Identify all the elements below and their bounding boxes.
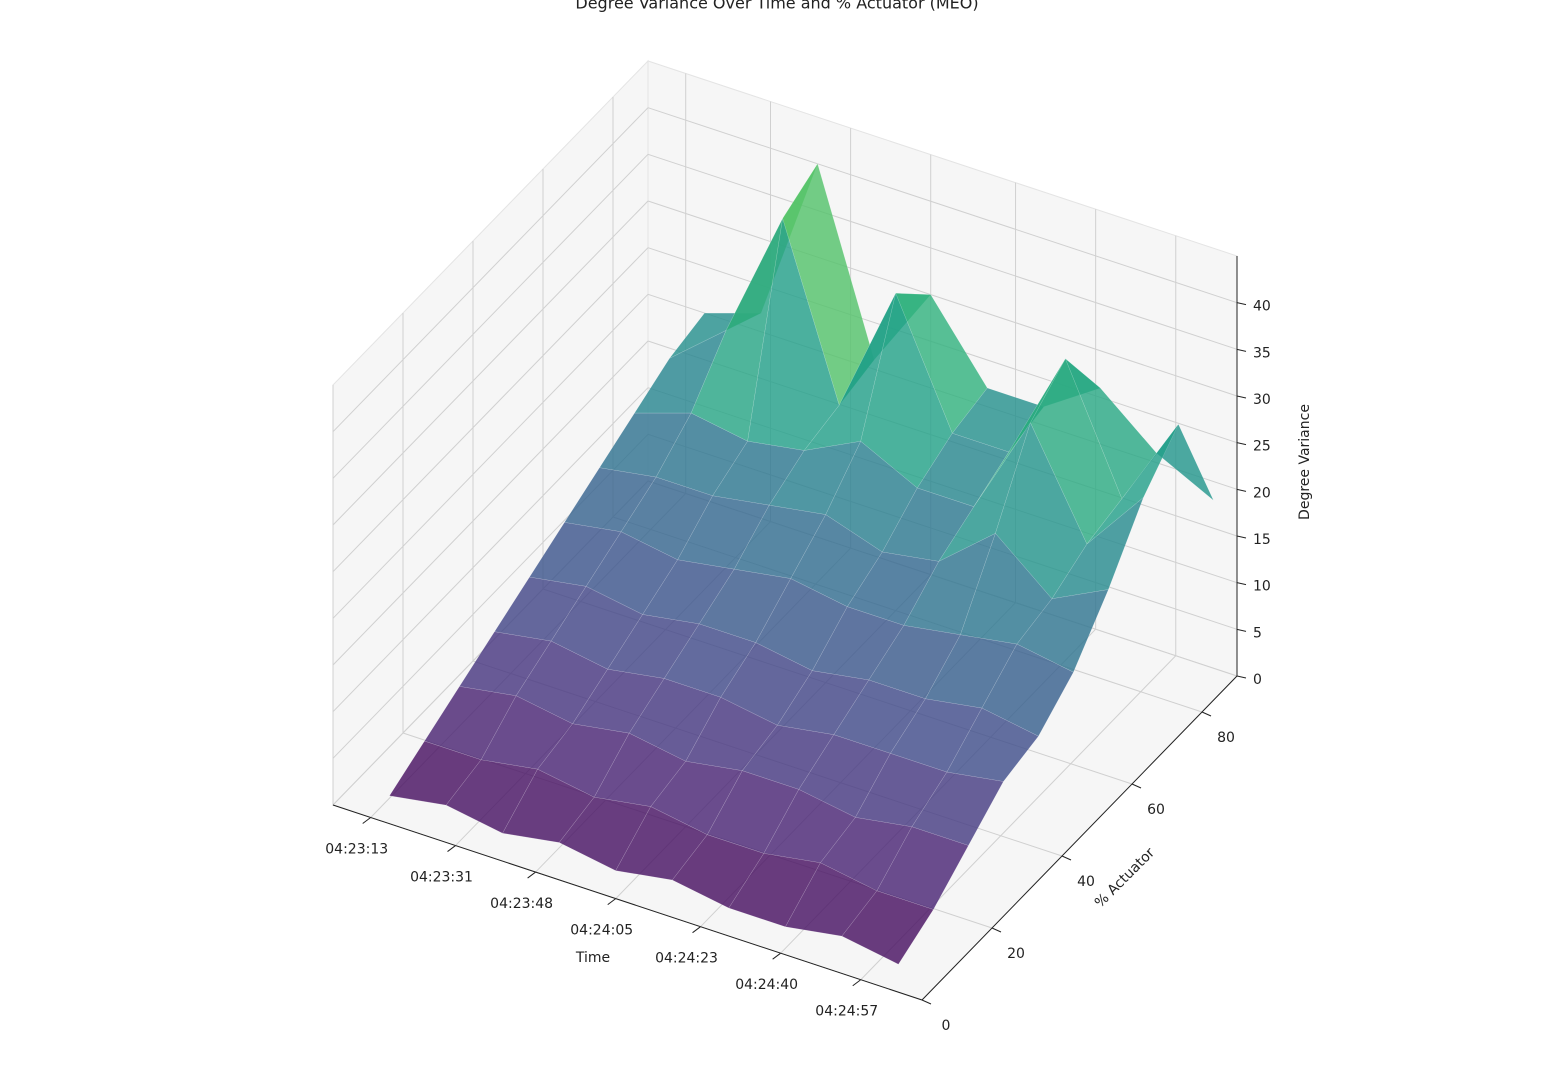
surface-patch	[876, 826, 969, 910]
z-tick	[1236, 302, 1247, 306]
axis-line	[921, 675, 1238, 1001]
axis-line	[332, 804, 923, 1001]
z-tick-label: 30	[1253, 392, 1271, 408]
grid-line	[332, 293, 649, 619]
x-tick-label: 04:24:57	[815, 1004, 878, 1020]
x-tick-label: 04:23:31	[410, 870, 473, 886]
y-tick-label: 40	[1077, 874, 1095, 890]
x-tick-label: 04:23:48	[490, 896, 553, 912]
grid-line	[332, 340, 649, 666]
grid-line	[647, 153, 1238, 350]
x-tick-label: 04:24:23	[655, 951, 718, 967]
z-tick	[1236, 488, 1247, 492]
x-tick	[692, 926, 701, 934]
surface-patch	[946, 707, 1039, 782]
surface	[389, 163, 1214, 965]
z-tick	[1236, 348, 1247, 352]
z-tick-label: 35	[1253, 345, 1271, 361]
z-tick	[1236, 442, 1247, 446]
y-tick	[991, 927, 1002, 933]
z-tick-label: 40	[1253, 299, 1271, 315]
z-tick-label: 0	[1253, 672, 1262, 688]
surface-patch	[841, 890, 934, 965]
z-tick	[1236, 628, 1247, 632]
x-tick-label: 04:24:40	[735, 977, 798, 993]
x-tick	[447, 845, 456, 852]
y-tick-label: 80	[1217, 730, 1235, 746]
z-axis-label: Degree Variance	[1297, 404, 1313, 520]
y-tick	[1201, 711, 1212, 717]
chart-title: Degree Variance Over Time and % Actuator…	[575, 0, 978, 13]
z-tick-label: 20	[1253, 485, 1271, 501]
x-tick-label: 04:24:05	[570, 923, 633, 939]
surface-patch	[1086, 424, 1179, 545]
x-tick	[527, 871, 536, 879]
grid-line	[647, 200, 1238, 397]
surface-patch	[911, 771, 1004, 846]
z-tick	[1236, 675, 1247, 679]
y-tick	[1061, 855, 1072, 861]
grid-line	[332, 153, 649, 479]
z-tick	[1236, 582, 1247, 586]
x-tick	[772, 952, 781, 960]
y-tick-label: 20	[1007, 946, 1025, 962]
grid-line	[332, 387, 649, 713]
z-tick-label: 25	[1253, 439, 1271, 455]
y-axis-label: % Actuator	[1092, 845, 1158, 911]
grid-line	[332, 107, 649, 433]
y-tick-label: 0	[942, 1018, 951, 1034]
grid-line	[647, 107, 1238, 304]
surface-patch	[1051, 496, 1144, 600]
z-tick-label: 15	[1253, 532, 1271, 548]
z-tick-label: 10	[1253, 579, 1271, 595]
x-axis-label: Time	[575, 950, 610, 966]
x-tick-label: 04:23:13	[325, 841, 388, 857]
z-tick	[1236, 535, 1247, 539]
y-tick	[921, 999, 932, 1005]
z-tick-label: 5	[1253, 625, 1262, 641]
x-tick	[852, 979, 862, 987]
y-tick	[1131, 783, 1142, 789]
x-tick	[607, 898, 617, 905]
grid-line	[332, 200, 649, 526]
y-tick-label: 60	[1147, 802, 1165, 818]
z-tick	[1236, 395, 1247, 399]
grid-line	[332, 247, 649, 573]
surface-patch	[981, 643, 1074, 737]
x-tick	[362, 817, 371, 824]
